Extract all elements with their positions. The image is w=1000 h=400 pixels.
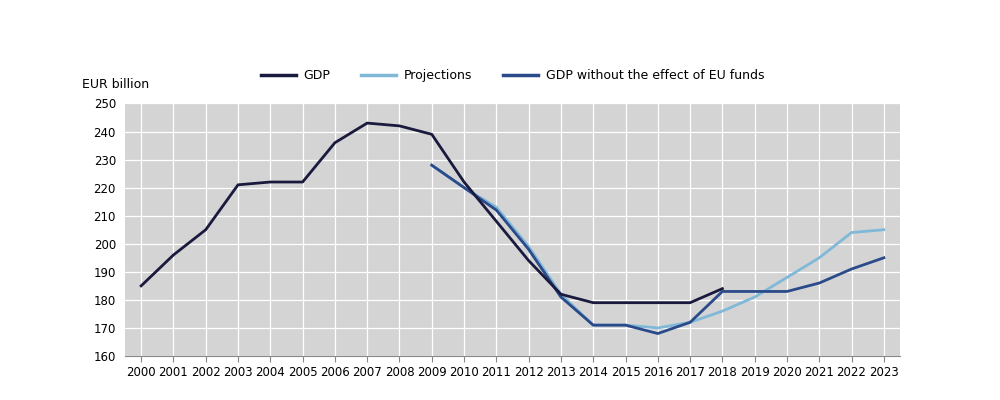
Y-axis label: EUR billion: EUR billion (82, 78, 150, 91)
Legend: GDP, Projections, GDP without the effect of EU funds: GDP, Projections, GDP without the effect… (256, 64, 769, 87)
